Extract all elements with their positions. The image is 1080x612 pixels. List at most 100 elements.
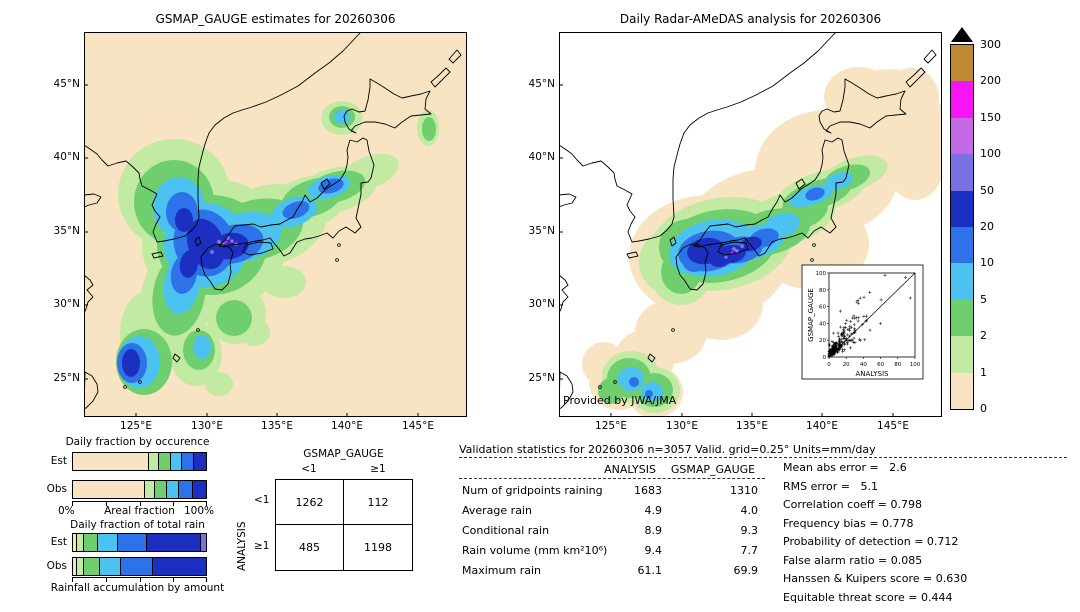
bar-segment bbox=[73, 534, 77, 551]
divider-header bbox=[459, 478, 765, 479]
inset-text: 80 bbox=[894, 362, 901, 368]
validation-row-label: Rain volume (mm km²10⁶) bbox=[462, 544, 608, 557]
colorbar-segment bbox=[951, 227, 973, 264]
occurrence-obs-label: Obs bbox=[46, 483, 67, 495]
colorbar-segment bbox=[951, 336, 973, 373]
validation-analysis-value: 8.9 bbox=[644, 524, 663, 537]
validation-gsmap-value: 9.3 bbox=[740, 524, 759, 537]
contingency-col-0: <1 bbox=[301, 463, 317, 475]
bar-segment bbox=[167, 481, 180, 498]
validation-metrics: Mean abs error = 2.6 RMS error = 5.1 Corre… bbox=[783, 461, 1073, 606]
inset-text: 20 bbox=[819, 338, 826, 344]
bar-segment bbox=[152, 558, 206, 575]
bar-segment bbox=[99, 558, 121, 575]
contingency-table: 1262 112 485 1198 bbox=[275, 479, 413, 571]
occurrence-obs-bar bbox=[72, 480, 207, 499]
colorbar-overflow-triangle-icon bbox=[951, 27, 973, 42]
bar-segment bbox=[179, 481, 193, 498]
bar-segment bbox=[200, 534, 206, 551]
occurrence-axis-max: 100% bbox=[184, 505, 215, 517]
axis-tick bbox=[206, 578, 207, 582]
colorbar-tick-label: 50 bbox=[980, 183, 994, 197]
bar-segment bbox=[73, 481, 145, 498]
contingency-col-1: ≥1 bbox=[370, 463, 386, 475]
bar-segment bbox=[182, 453, 194, 470]
lat-tick-label: 30°N bbox=[528, 298, 555, 310]
totalrain-est-label: Est bbox=[50, 536, 67, 548]
right-map-svg: 00 20 20 40 40 60 60 80 80 100 100 ANALYSIS GSMAP_GA… bbox=[559, 32, 942, 417]
axis-tick bbox=[139, 578, 141, 582]
inset-text: ANALYSIS bbox=[855, 370, 889, 378]
colorbar-segment bbox=[951, 117, 973, 155]
validation-metric: Correlation coeff = 0.798 bbox=[783, 498, 922, 511]
validation-metric: Equitable threat score = 0.444 bbox=[783, 590, 953, 604]
totalrain-axis bbox=[72, 577, 207, 583]
validation-analysis-value: 61.1 bbox=[637, 564, 663, 577]
lat-tick-label: 30°N bbox=[53, 298, 80, 310]
bar-segment bbox=[148, 453, 160, 470]
bar-segment bbox=[73, 453, 149, 470]
bar-segment bbox=[98, 534, 119, 551]
validation-col-gsmap: GSMAP_GAUGE bbox=[670, 463, 756, 476]
bar-segment bbox=[76, 558, 84, 575]
validation-metric: Frequency bias = 0.778 bbox=[783, 516, 914, 530]
bar-segment bbox=[83, 534, 99, 551]
bar-segment bbox=[144, 481, 156, 498]
inset-text: 60 bbox=[819, 305, 826, 311]
right-map-title: Daily Radar-AMeDAS analysis for 20260306 bbox=[619, 12, 882, 26]
occurrence-est-label: Est bbox=[50, 455, 67, 467]
validation-rows: Num of gridpoints raining 1683 1310 Average… bbox=[459, 484, 765, 594]
lat-tick-label: 40°N bbox=[528, 151, 555, 163]
validation-row-label: Maximum rain bbox=[462, 564, 541, 577]
colorbar-segment bbox=[951, 45, 973, 82]
totalrain-obs-bar bbox=[72, 557, 207, 576]
validation-gsmap-value: 7.7 bbox=[740, 544, 759, 557]
colorbar-tick-label: 200 bbox=[980, 74, 1001, 88]
bar-segment bbox=[118, 534, 148, 551]
bar-segment bbox=[155, 481, 168, 498]
lat-tick-label: 25°N bbox=[53, 372, 80, 384]
colorbar-tick-label: 300 bbox=[980, 38, 1001, 51]
stacked-bar bbox=[72, 452, 207, 471]
contingency-col-group: GSMAP_GAUGE bbox=[303, 448, 384, 460]
lon-tick-label: 140°E bbox=[331, 420, 363, 432]
colorbar-tick-label: 1 bbox=[980, 365, 987, 379]
lon-tick-label: 145°E bbox=[402, 420, 434, 432]
validation-analysis-value: 9.4 bbox=[644, 544, 663, 557]
axis-tick bbox=[139, 502, 141, 506]
lon-tick-label: 140°E bbox=[806, 420, 838, 432]
inset-text: 100 bbox=[910, 362, 921, 368]
validation-gsmap-value: 1310 bbox=[730, 484, 758, 497]
lat-tick-label: 45°N bbox=[528, 78, 555, 90]
colorbar-tick-label: 2 bbox=[980, 329, 987, 343]
validation-row-label: Conditional rain bbox=[462, 524, 550, 537]
contingency-cell-hit-wet: 1198 bbox=[344, 525, 412, 570]
validation-gsmap-value: 69.9 bbox=[733, 564, 759, 577]
inset-text: 0 bbox=[823, 355, 827, 361]
lon-tick-label: 145°E bbox=[877, 420, 909, 432]
contingency-cell-hit-dry: 1262 bbox=[276, 480, 344, 525]
validation-metric: Probability of detection = 0.712 bbox=[783, 535, 959, 548]
validation-row-label: Average rain bbox=[462, 504, 532, 517]
bar-segment bbox=[120, 558, 153, 575]
lat-tick-label: 35°N bbox=[53, 225, 80, 237]
totalrain-chart-title: Daily fraction of total rain bbox=[70, 519, 205, 531]
colorbar-tick-label: 100 bbox=[980, 147, 1001, 161]
divider-top bbox=[459, 457, 1067, 458]
lat-tick-label: 45°N bbox=[53, 78, 80, 90]
axis-tick bbox=[173, 578, 175, 582]
validation-metric: Mean abs error = 2.6 bbox=[783, 461, 907, 474]
occurrence-axis bbox=[72, 501, 207, 507]
lon-tick-label: 125°E bbox=[120, 420, 152, 432]
colorbar-tick-label: 10 bbox=[980, 256, 994, 270]
bar-segment bbox=[192, 481, 206, 498]
colorbar bbox=[950, 44, 974, 410]
validation-col-analysis: ANALYSIS bbox=[604, 463, 656, 476]
colorbar-tick-label: 5 bbox=[980, 292, 987, 306]
colorbar-segment bbox=[951, 190, 973, 228]
right-map-panel: 0 0 20 20 40 40 60 60 80 80 100 100 ANALYSIS GSMAP_GA… bbox=[519, 32, 949, 440]
validation-row-label: Num of gridpoints raining bbox=[462, 484, 603, 497]
totalrain-caption: Rainfall accumulation by amount bbox=[50, 582, 225, 594]
contingency-row-1: ≥1 bbox=[254, 540, 270, 552]
